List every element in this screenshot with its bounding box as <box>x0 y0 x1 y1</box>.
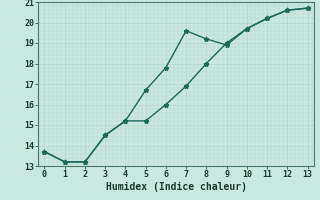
X-axis label: Humidex (Indice chaleur): Humidex (Indice chaleur) <box>106 182 246 192</box>
